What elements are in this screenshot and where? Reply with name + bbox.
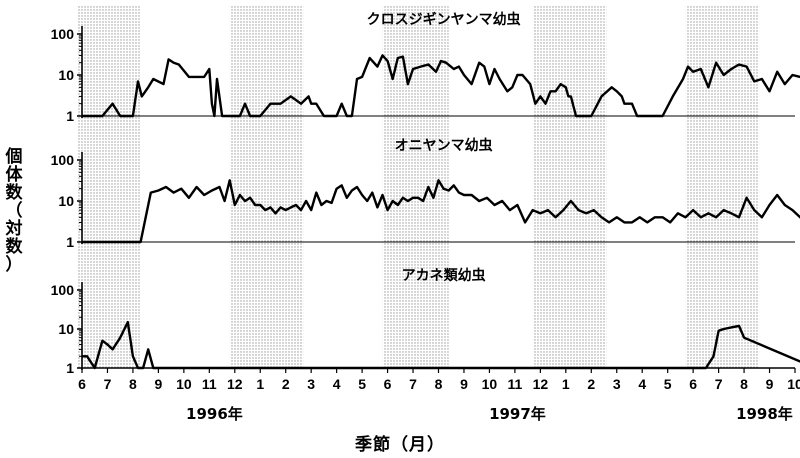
- x-tick-label: 4: [638, 376, 646, 392]
- y-axis-title-char: 対: [5, 219, 23, 239]
- x-axis-title: 季節（月）: [355, 435, 445, 455]
- x-tick-label: 8: [435, 376, 443, 392]
- x-tick-label: 10: [176, 376, 192, 392]
- y-tick-label: 100: [51, 282, 75, 298]
- x-tick-label: 11: [507, 376, 522, 392]
- x-tick-label: 1: [256, 376, 264, 392]
- x-tick-label: 3: [613, 376, 621, 392]
- x-tick-label: 10: [482, 376, 498, 392]
- shaded-season-band: [229, 6, 304, 368]
- x-tick-label: 9: [154, 376, 162, 392]
- y-tick-label: 10: [58, 67, 74, 83]
- shaded-season-band: [382, 6, 449, 368]
- chart-panel: 1 10 100 クロスジギンヤンマ幼虫: [51, 11, 800, 124]
- y-tick-label: 1: [66, 234, 74, 250]
- year-label: 1997年: [489, 405, 546, 423]
- year-label: 1996年: [186, 405, 243, 423]
- y-tick-label: 100: [51, 26, 75, 42]
- y-axis-title: 個 体 数 （ 対 数 ）: [2, 148, 26, 274]
- x-tick-label: 6: [78, 376, 86, 392]
- y-axis-title-char: 数: [5, 237, 23, 257]
- y-axis-title-char: ）: [5, 255, 23, 275]
- x-tick-label: 5: [664, 376, 672, 392]
- x-tick-label: 12: [227, 376, 243, 392]
- y-tick-label: 1: [66, 108, 74, 124]
- x-tick-label: 5: [358, 376, 366, 392]
- x-tick-label: 1: [562, 376, 570, 392]
- y-axis-title-char: （: [5, 201, 23, 221]
- shaded-season-band: [532, 6, 607, 368]
- x-tick-label: 6: [384, 376, 392, 392]
- x-tick-label: 2: [282, 376, 290, 392]
- x-axis: 6 7 8 9 10 11 12 1 2 3 4 5 6 7 8 9 10 11 12 1 2 3 4 5 6 7 8 9 101996…: [78, 367, 800, 423]
- y-tick-label: 100: [51, 152, 75, 168]
- y-tick-label: 1: [66, 360, 74, 376]
- x-tick-label: 9: [460, 376, 468, 392]
- y-axis-title-char: 数: [5, 183, 23, 203]
- y-tick-label: 10: [58, 193, 74, 209]
- x-tick-label: 6: [689, 376, 697, 392]
- y-axis-title-char: 体: [5, 165, 23, 185]
- series-line: [82, 54, 800, 118]
- shaded-season-band: [685, 6, 760, 368]
- x-tick-label: 7: [104, 376, 112, 392]
- season-shading: [76, 6, 760, 368]
- panel-label: アカネ類幼虫: [402, 267, 486, 284]
- chart-panels: 1 10 100 クロスジギンヤンマ幼虫 1 10 100 オニヤンマ幼虫 1 10 100 アカネ類…: [51, 11, 800, 376]
- year-label: 1998年: [736, 405, 793, 423]
- x-tick-label: 10: [787, 376, 800, 392]
- chart-panel: 1 10 100 オニヤンマ幼虫: [51, 137, 800, 250]
- x-tick-label: 11: [202, 376, 217, 392]
- x-tick-label: 3: [307, 376, 315, 392]
- x-tick-label: 8: [129, 376, 137, 392]
- x-tick-label: 12: [533, 376, 549, 392]
- y-axis-title-char: 個: [5, 147, 23, 167]
- x-tick-label: 7: [409, 376, 417, 392]
- x-tick-label: 9: [766, 376, 774, 392]
- y-tick-label: 10: [58, 321, 74, 337]
- x-tick-label: 7: [715, 376, 723, 392]
- x-tick-label: 4: [333, 376, 341, 392]
- panel-label: オニヤンマ幼虫: [395, 137, 493, 154]
- x-tick-label: 2: [587, 376, 595, 392]
- series-line: [82, 179, 800, 244]
- shaded-season-band: [76, 6, 141, 368]
- x-tick-label: 8: [740, 376, 748, 392]
- panel-label: クロスジギンヤンマ幼虫: [367, 11, 521, 28]
